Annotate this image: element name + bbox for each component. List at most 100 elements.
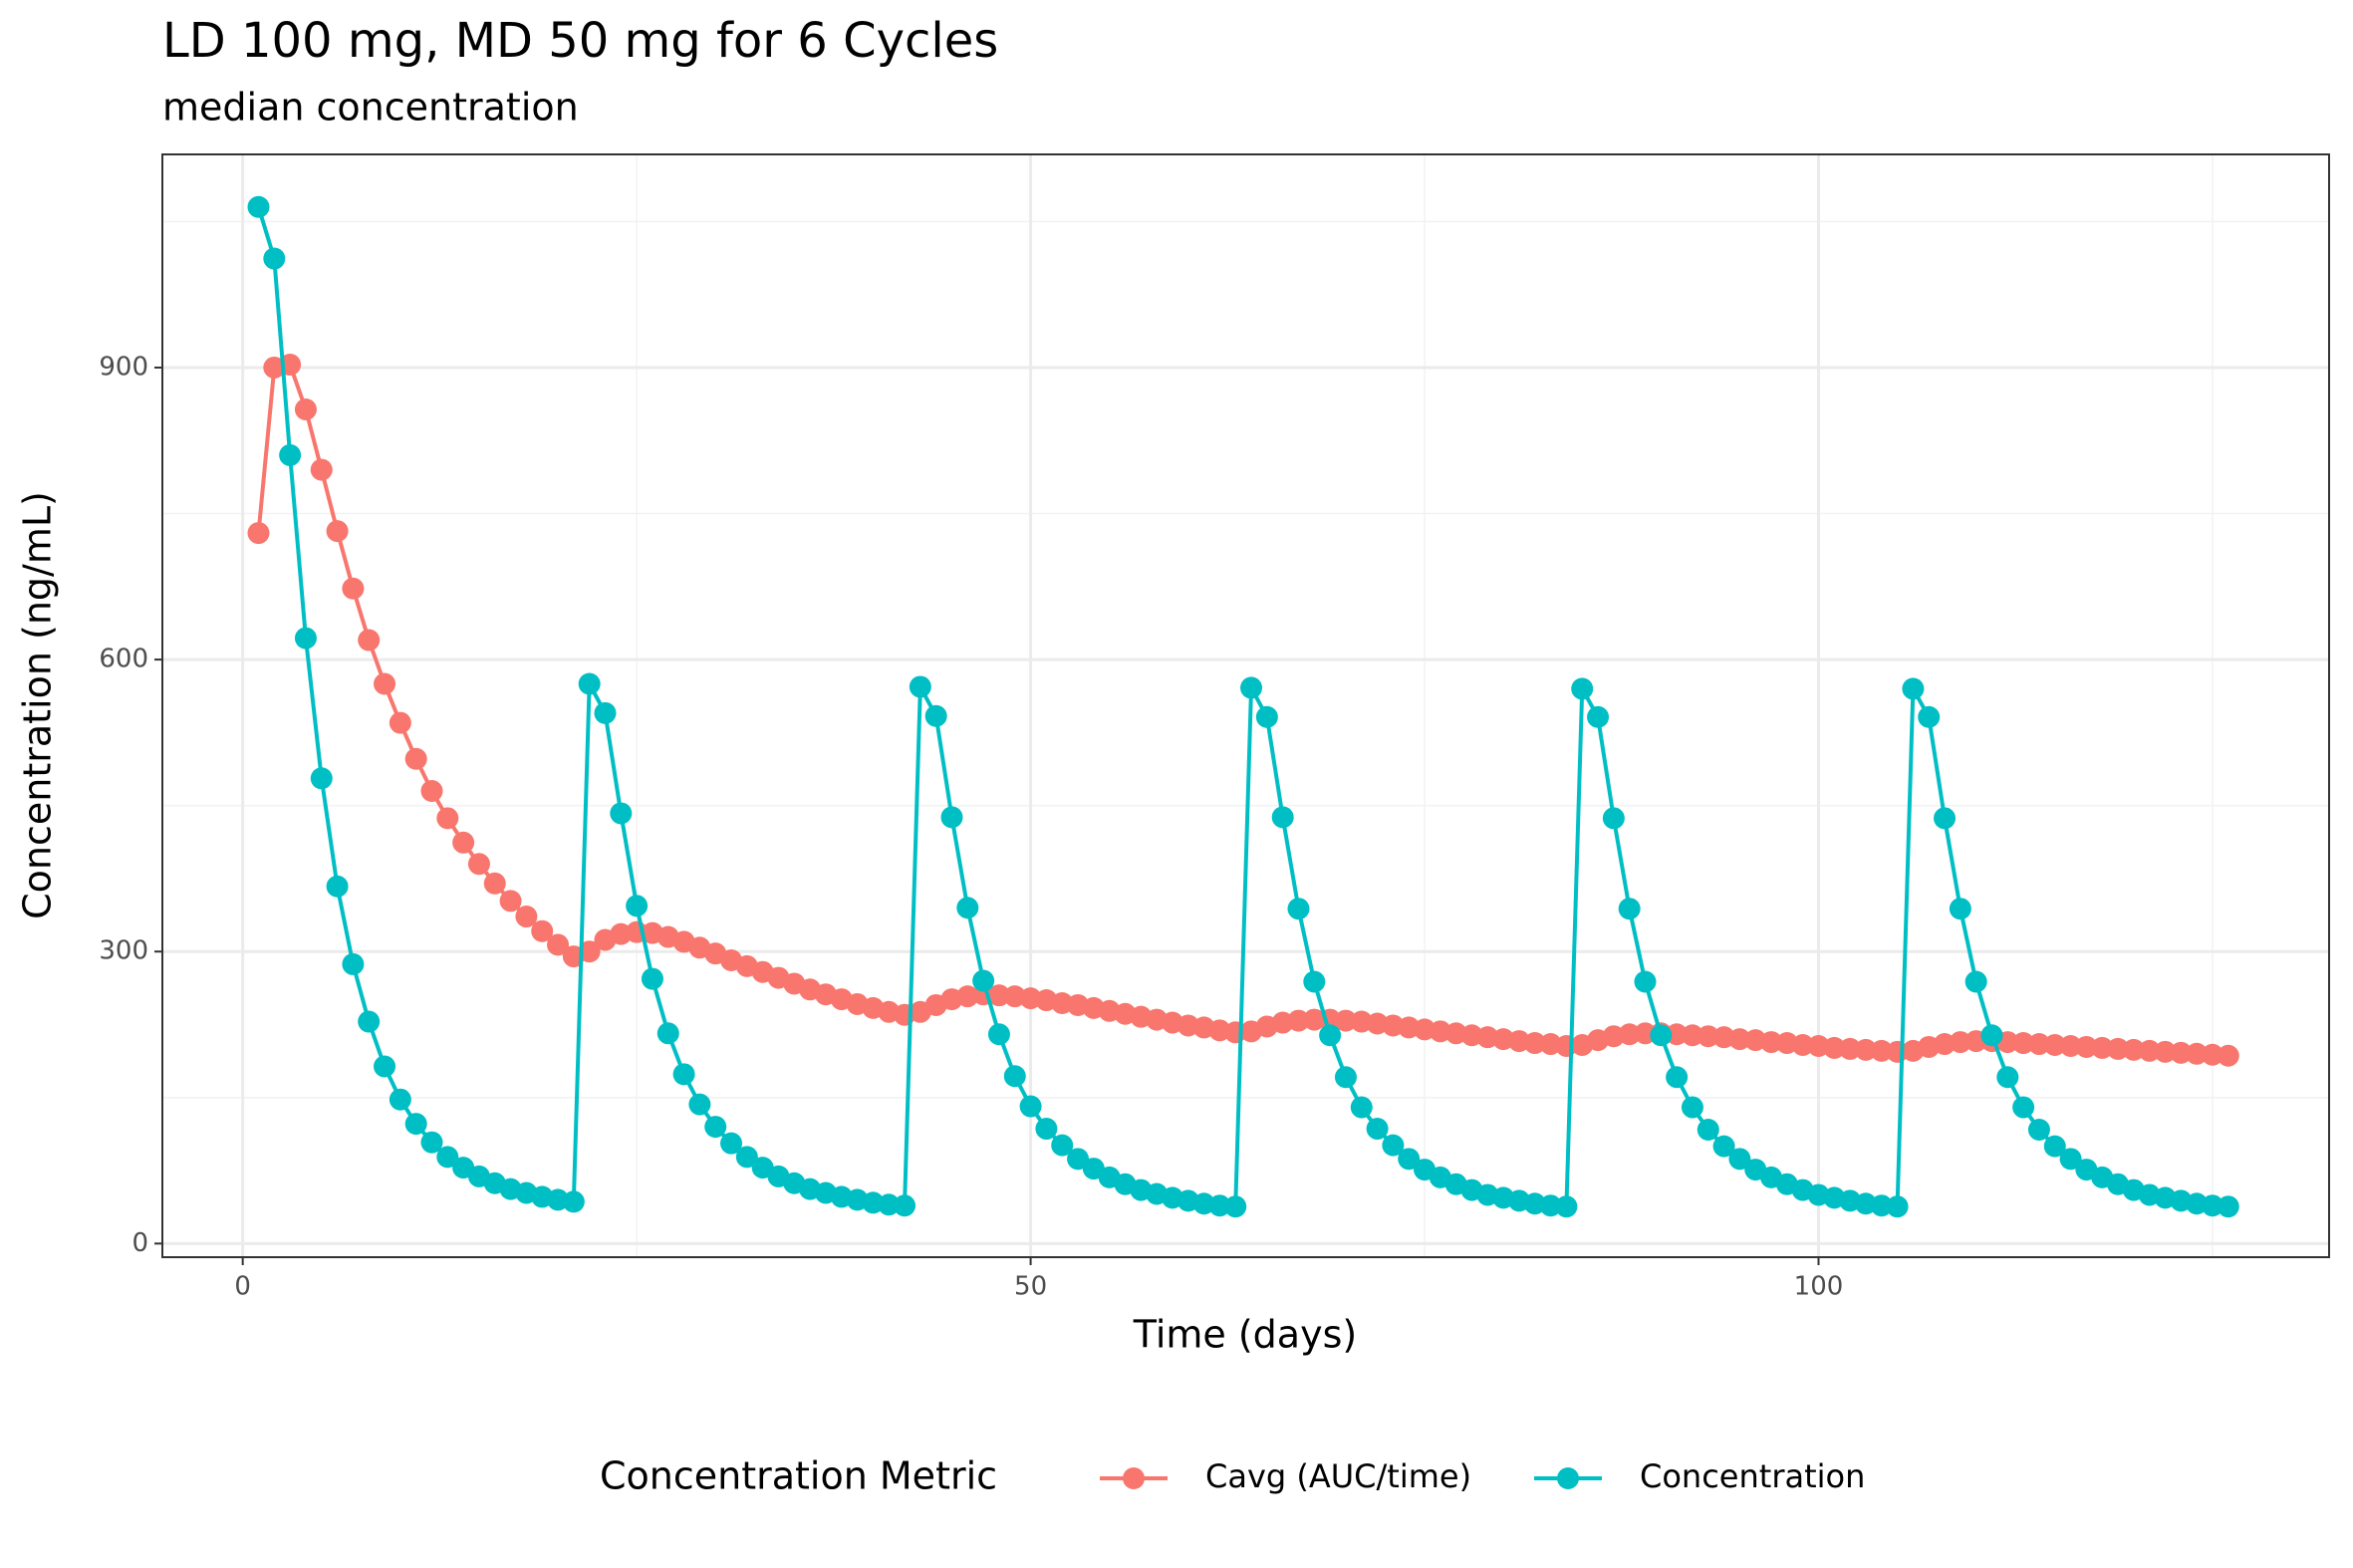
data-point bbox=[404, 1113, 427, 1136]
data-point bbox=[1949, 898, 1971, 920]
data-point bbox=[972, 969, 995, 992]
data-point bbox=[940, 806, 963, 829]
data-point bbox=[2043, 1034, 2066, 1057]
data-point bbox=[1666, 1066, 1689, 1089]
data-point bbox=[326, 520, 349, 543]
data-point bbox=[1303, 1008, 1326, 1031]
data-point bbox=[310, 767, 333, 790]
y-tick-label: 300 bbox=[99, 936, 148, 966]
data-point bbox=[358, 629, 381, 652]
data-point bbox=[436, 807, 459, 830]
data-point bbox=[1555, 1195, 1578, 1218]
data-point bbox=[1382, 1134, 1405, 1157]
data-point bbox=[483, 872, 506, 895]
data-point bbox=[720, 1132, 743, 1155]
y-tick-label: 900 bbox=[99, 352, 148, 382]
data-point bbox=[342, 952, 365, 975]
data-point bbox=[326, 875, 349, 898]
data-point bbox=[562, 1190, 585, 1213]
legend-marker bbox=[1123, 1467, 1145, 1489]
data-point bbox=[279, 443, 302, 466]
x-axis-title: Time (days) bbox=[1133, 1313, 1357, 1357]
data-point bbox=[909, 675, 931, 698]
data-point bbox=[735, 1146, 758, 1169]
data-point bbox=[1697, 1025, 1719, 1048]
data-point bbox=[610, 802, 633, 825]
data-point bbox=[1728, 1028, 1751, 1051]
data-point bbox=[436, 1146, 459, 1169]
data-point bbox=[310, 458, 333, 481]
data-point bbox=[2043, 1135, 2066, 1158]
data-point bbox=[704, 1116, 727, 1139]
data-point bbox=[1934, 807, 1957, 830]
data-point bbox=[2091, 1036, 2114, 1059]
y-tick-label: 0 bbox=[131, 1228, 148, 1258]
data-point bbox=[1587, 705, 1610, 728]
data-point bbox=[1035, 1118, 1058, 1141]
data-point bbox=[1760, 1031, 1783, 1054]
data-point bbox=[1571, 677, 1594, 700]
data-point bbox=[878, 1193, 901, 1216]
data-point bbox=[987, 984, 1010, 1007]
data-point bbox=[1902, 677, 1925, 700]
data-point bbox=[1523, 1032, 1546, 1055]
data-point bbox=[1823, 1036, 1846, 1059]
legend-label: Cavg (AUC/time) bbox=[1205, 1457, 1471, 1495]
data-point bbox=[420, 779, 443, 802]
data-point bbox=[1303, 970, 1326, 993]
data-point bbox=[389, 1088, 411, 1111]
data-point bbox=[1650, 1024, 1673, 1047]
data-point bbox=[2201, 1043, 2223, 1066]
data-point bbox=[1728, 1148, 1751, 1171]
data-point bbox=[374, 1055, 396, 1078]
data-point bbox=[2027, 1119, 2050, 1142]
data-point bbox=[894, 1194, 916, 1217]
data-point bbox=[2217, 1044, 2239, 1067]
data-point bbox=[672, 1063, 695, 1086]
data-point bbox=[1681, 1024, 1703, 1047]
data-point bbox=[578, 940, 601, 963]
data-point bbox=[452, 831, 475, 854]
legend-title: Concentration Metric bbox=[600, 1454, 997, 1498]
data-point bbox=[594, 701, 617, 724]
data-point bbox=[1712, 1135, 1735, 1158]
data-point bbox=[1697, 1119, 1719, 1142]
chart-title: LD 100 mg, MD 50 mg for 6 Cycles bbox=[162, 13, 998, 69]
data-point bbox=[2012, 1096, 2035, 1119]
data-point bbox=[2012, 1032, 2035, 1055]
data-point bbox=[1618, 898, 1641, 920]
data-point bbox=[1949, 1031, 1971, 1054]
data-point bbox=[342, 577, 365, 600]
data-point bbox=[2217, 1195, 2239, 1218]
data-point bbox=[294, 627, 317, 650]
data-point bbox=[531, 919, 554, 942]
data-point bbox=[1791, 1034, 1814, 1057]
data-point bbox=[1067, 1148, 1090, 1171]
data-point bbox=[1996, 1066, 2019, 1089]
data-point bbox=[2059, 1148, 2082, 1171]
data-point bbox=[1398, 1148, 1421, 1171]
data-point bbox=[1208, 1194, 1231, 1217]
y-axis-title: Concentration (ng/mL) bbox=[16, 491, 60, 919]
data-point bbox=[1539, 1194, 1562, 1217]
data-point bbox=[1255, 705, 1278, 728]
data-point bbox=[1681, 1096, 1703, 1119]
data-point bbox=[1918, 705, 1941, 728]
y-tick-label: 600 bbox=[99, 645, 148, 674]
data-point bbox=[499, 890, 522, 913]
data-point bbox=[2107, 1037, 2130, 1060]
data-point bbox=[1334, 1066, 1357, 1089]
data-point bbox=[1366, 1118, 1389, 1141]
data-point bbox=[688, 1093, 711, 1116]
data-point bbox=[2170, 1041, 2193, 1064]
data-point bbox=[2122, 1038, 2145, 1061]
data-point bbox=[1350, 1096, 1373, 1119]
data-point bbox=[247, 522, 270, 545]
data-point bbox=[2059, 1034, 2082, 1057]
data-point bbox=[626, 895, 649, 917]
data-point bbox=[1003, 1065, 1026, 1088]
data-point bbox=[2201, 1194, 2223, 1217]
data-point bbox=[1854, 1038, 1877, 1061]
